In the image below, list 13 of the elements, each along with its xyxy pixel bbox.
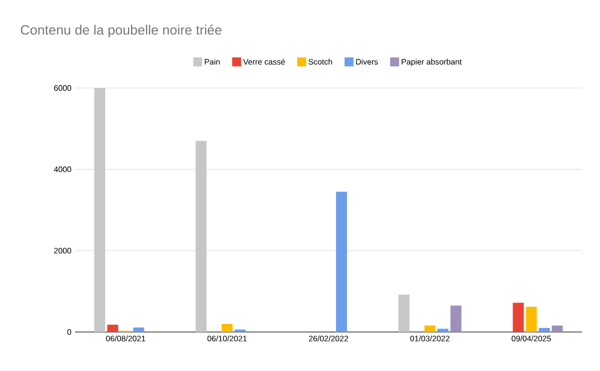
bar <box>526 306 537 332</box>
bar <box>133 328 144 332</box>
bar <box>222 324 233 332</box>
bar <box>336 192 348 332</box>
bar <box>450 306 462 332</box>
bar <box>538 328 550 332</box>
chart-title: Contenu de la poubelle noire triée <box>20 24 222 38</box>
bar <box>552 325 563 332</box>
bar <box>107 324 118 332</box>
bar <box>398 294 410 332</box>
bar <box>512 302 524 332</box>
bar <box>424 325 436 332</box>
bar <box>437 328 448 332</box>
